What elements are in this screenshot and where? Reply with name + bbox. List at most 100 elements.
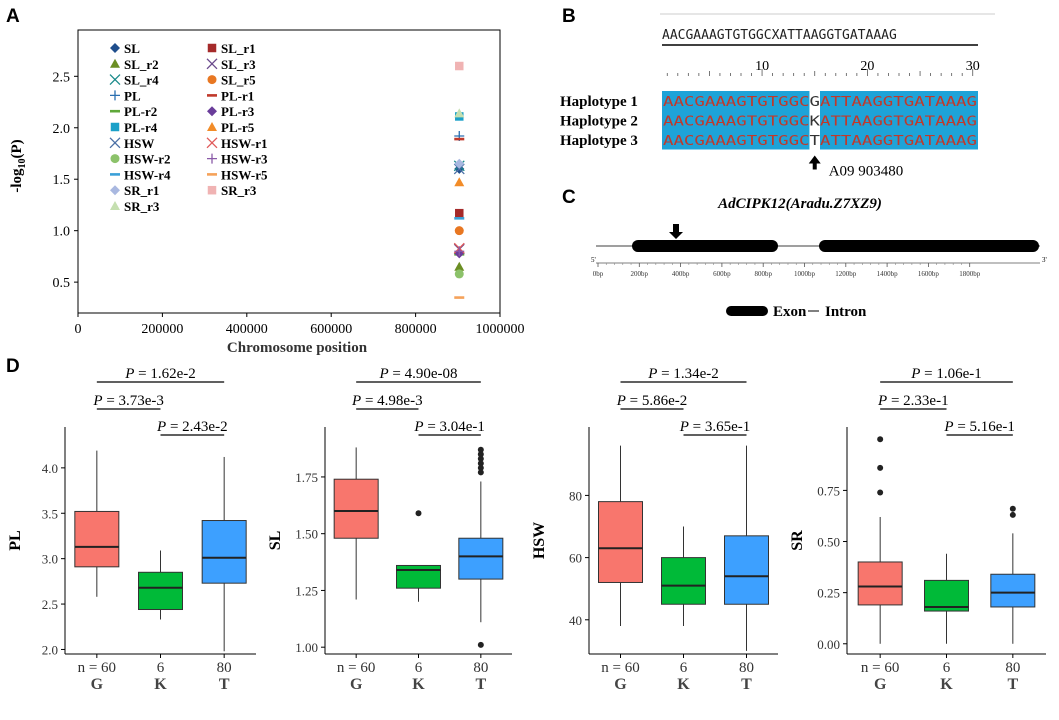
category-label: G: [874, 676, 887, 693]
y-axis-label: SR: [789, 530, 806, 551]
y-tick-label: 1.75: [295, 470, 318, 485]
legend-label: PL-r4: [124, 120, 158, 135]
outlier-point: [1009, 505, 1016, 512]
p-value-label: P = 4.90e-08: [378, 366, 457, 382]
outlier-point: [877, 464, 884, 471]
p-value-label: P = 4.98e-3: [351, 393, 423, 409]
gene-name: AdCIPK12(Aradu.Z7XZ9): [717, 196, 882, 212]
box-G: [598, 501, 643, 583]
legend-label: PL-r5: [221, 120, 255, 135]
legend-label: SL_r5: [221, 73, 256, 88]
y-tick-label: 2.5: [42, 597, 58, 612]
data-point: [453, 163, 465, 175]
n-label: 6: [157, 660, 165, 676]
legend-label: SL_r2: [124, 57, 159, 72]
legend-marker: [110, 122, 120, 132]
box-T: [724, 535, 769, 605]
box-T: [458, 537, 504, 580]
panel-a-xtick-label: 600000: [310, 322, 352, 337]
box-K: [661, 557, 706, 605]
box-G: [74, 510, 120, 568]
outlier-point: [477, 451, 484, 458]
legend-marker: [206, 58, 218, 70]
n-label: 6: [680, 660, 688, 676]
p-value-label: P = 3.73e-3: [92, 393, 164, 409]
data-point: [454, 261, 465, 271]
legend-label: PL-r1: [221, 88, 254, 103]
scale-label: 1200bp: [835, 270, 857, 278]
legend-label: HSW-r4: [124, 167, 171, 182]
scale-label: 200bp: [631, 270, 649, 278]
box-T: [201, 520, 247, 584]
panel-a-label: A: [6, 6, 20, 27]
legend-label: SR_r3: [221, 183, 257, 198]
p-value-label: P = 3.65e-1: [679, 419, 751, 435]
box-K: [138, 571, 183, 611]
box-K: [924, 579, 969, 612]
scale-label: 800bp: [754, 270, 772, 278]
panel-a-xtick-label: 200000: [141, 322, 183, 337]
haplotype-label: Haplotype 1: [560, 94, 638, 110]
p-value-label: P = 2.43e-2: [156, 419, 228, 435]
n-label: 6: [415, 660, 423, 676]
y-tick-label: 60: [569, 551, 582, 566]
ruler-number: 20: [860, 59, 874, 74]
y-axis-label: PL: [7, 530, 24, 550]
scale-label: 1000bp: [794, 270, 816, 278]
legend-marker: [110, 58, 120, 68]
haplotype-label: Haplotype 2: [560, 114, 638, 130]
legend-marker: [110, 185, 120, 196]
data-point: [455, 208, 464, 218]
box-T: [990, 573, 1036, 608]
legend-marker: [207, 153, 217, 164]
legend-label: SL_r3: [221, 57, 256, 72]
outlier-point: [477, 455, 484, 462]
panel-a-xtick-label: 800000: [395, 322, 437, 337]
panel-c-label: C: [562, 187, 576, 208]
p-value-label: P = 3.04e-1: [413, 419, 485, 435]
n-label: n = 60: [861, 660, 899, 676]
haplotype-sequence: AACGAAAGTGTGGC G ATTAAGGTGATAAAG: [663, 95, 977, 110]
data-point: [454, 108, 465, 118]
five-prime-label: 5': [591, 256, 596, 264]
outlier-point: [477, 469, 484, 476]
n-label: 6: [943, 660, 951, 676]
panel-a-ytick-label: 2.0: [53, 122, 71, 137]
p-value-label: P = 5.16e-1: [943, 419, 1015, 435]
n-label: 80: [473, 660, 488, 676]
exon-legend-icon: [726, 306, 768, 316]
data-point: [454, 177, 465, 187]
panel-a-ylabel: -log10(P): [9, 139, 28, 192]
y-tick-label: 3.0: [42, 552, 58, 567]
haplotype-sequence: AACGAAAGTGTGGC T ATTAAGGTGATAAAG: [663, 134, 977, 149]
category-label: T: [475, 676, 486, 693]
data-point: [454, 226, 464, 236]
y-tick-label: 0.25: [817, 586, 840, 601]
scale-label: 1400bp: [877, 270, 899, 278]
legend-label: PL: [124, 88, 141, 103]
panel-a-plot-frame: [77, 29, 501, 314]
y-tick-label: 1.50: [295, 527, 318, 542]
y-tick-label: 0.75: [817, 483, 840, 498]
box-G: [857, 561, 903, 606]
legend-label: SR_r1: [124, 183, 159, 198]
panel-a-xtick-label: 0: [75, 322, 82, 337]
reference-sequence: AACGAAAGTGTGGCXATTAAGGTGATAAAG: [662, 28, 897, 43]
y-tick-label: 3.5: [42, 506, 58, 521]
panel-a-xtick-label: 1000000: [476, 322, 525, 337]
legend-marker: [110, 154, 120, 164]
boxplot-sl: 1.00 1.25 1.50 1.75 SL n = 60G 6K 80T P = 4.90e-…: [267, 366, 512, 693]
box-G: [333, 478, 379, 539]
panel-a-ytick-label: 2.5: [53, 70, 71, 85]
box-K: [396, 564, 441, 589]
outlier-point: [877, 436, 884, 443]
legend-label: SL_r1: [221, 41, 256, 56]
three-prime-label: 3': [1042, 256, 1047, 264]
y-tick-label: 80: [569, 488, 582, 503]
outlier-point: [1009, 511, 1016, 518]
y-tick-label: 2.0: [42, 642, 58, 657]
legend-label: SR_r3: [124, 199, 160, 214]
panel-b-label: B: [562, 6, 576, 27]
scale-label: 0bp: [593, 270, 604, 278]
